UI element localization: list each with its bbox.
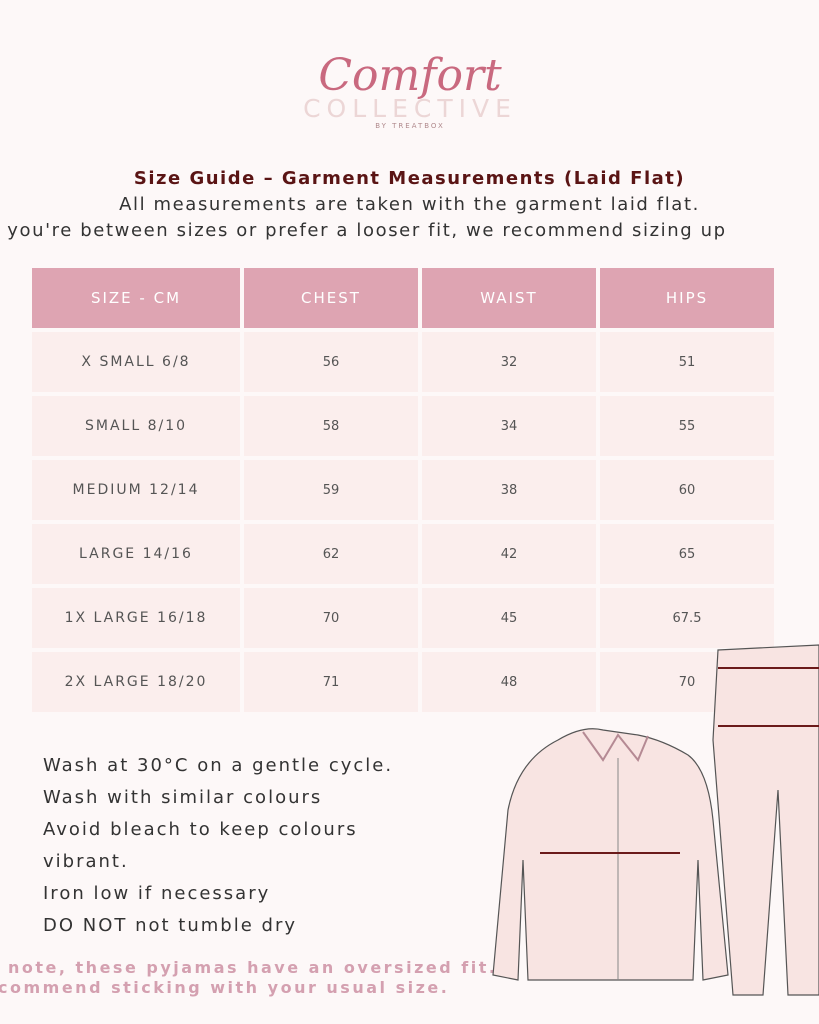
cell-chest: 59 [244,460,418,520]
care-instructions: Wash at 30°C on a gentle cycle. Wash wit… [43,750,393,942]
care-line: Wash with similar colours [43,787,323,808]
cell-size: 2X LARGE 18/20 [32,652,240,712]
cell-chest: 70 [244,588,418,648]
cell-size: 1X LARGE 16/18 [32,588,240,648]
cell-size: LARGE 14/16 [32,524,240,584]
care-line: vibrant. [43,851,129,872]
cell-hips: 67.5 [600,588,774,648]
care-line: Wash at 30°C on a gentle cycle. [43,755,394,776]
cell-waist: 45 [422,588,596,648]
cell-hips: 55 [600,396,774,456]
subtitle-line-2: f you're between sizes or prefer a loose… [0,220,727,241]
header-size: SIZE - CM [32,268,240,328]
header-chest: CHEST [244,268,418,328]
pyjama-illustration [492,644,819,996]
fit-note-line-2: commend sticking with your usual size. [0,978,450,997]
cell-waist: 42 [422,524,596,584]
table-row: MEDIUM 12/14 59 38 60 [32,460,774,520]
table-row: LARGE 14/16 62 42 65 [32,524,774,584]
table-row: SMALL 8/10 58 34 55 [32,396,774,456]
fit-note-line-1: note, these pyjamas have an oversized fi… [8,958,498,977]
care-line: Iron low if necessary [43,883,271,904]
cell-chest: 56 [244,332,418,392]
logo-script: Comfort [318,50,502,101]
cell-chest: 62 [244,524,418,584]
header-hips: HIPS [600,268,774,328]
cell-waist: 38 [422,460,596,520]
subtitle-line-1: All measurements are taken with the garm… [119,194,700,215]
cell-hips: 60 [600,460,774,520]
care-line: Avoid bleach to keep colours [43,819,358,840]
table-header-row: SIZE - CM CHEST WAIST HIPS [32,268,774,328]
logo-main: COLLECTIVE [303,94,517,123]
cell-waist: 34 [422,396,596,456]
cell-size: MEDIUM 12/14 [32,460,240,520]
table-row: X SMALL 6/8 56 32 51 [32,332,774,392]
logo-sub: BY TREATBOX [375,122,445,130]
header-waist: WAIST [422,268,596,328]
brand-logo: Comfort COLLECTIVE BY TREATBOX [300,50,520,130]
page-title: Size Guide – Garment Measurements (Laid … [133,168,686,189]
cell-size: SMALL 8/10 [32,396,240,456]
table-row: 1X LARGE 16/18 70 45 67.5 [32,588,774,648]
cell-chest: 71 [244,652,418,712]
cell-size: X SMALL 6/8 [32,332,240,392]
cell-waist: 32 [422,332,596,392]
cell-hips: 51 [600,332,774,392]
cell-waist: 48 [422,652,596,712]
cell-hips: 65 [600,524,774,584]
size-table: SIZE - CM CHEST WAIST HIPS X SMALL 6/8 56… [28,264,778,716]
cell-chest: 58 [244,396,418,456]
care-line: DO NOT not tumble dry [43,915,298,936]
